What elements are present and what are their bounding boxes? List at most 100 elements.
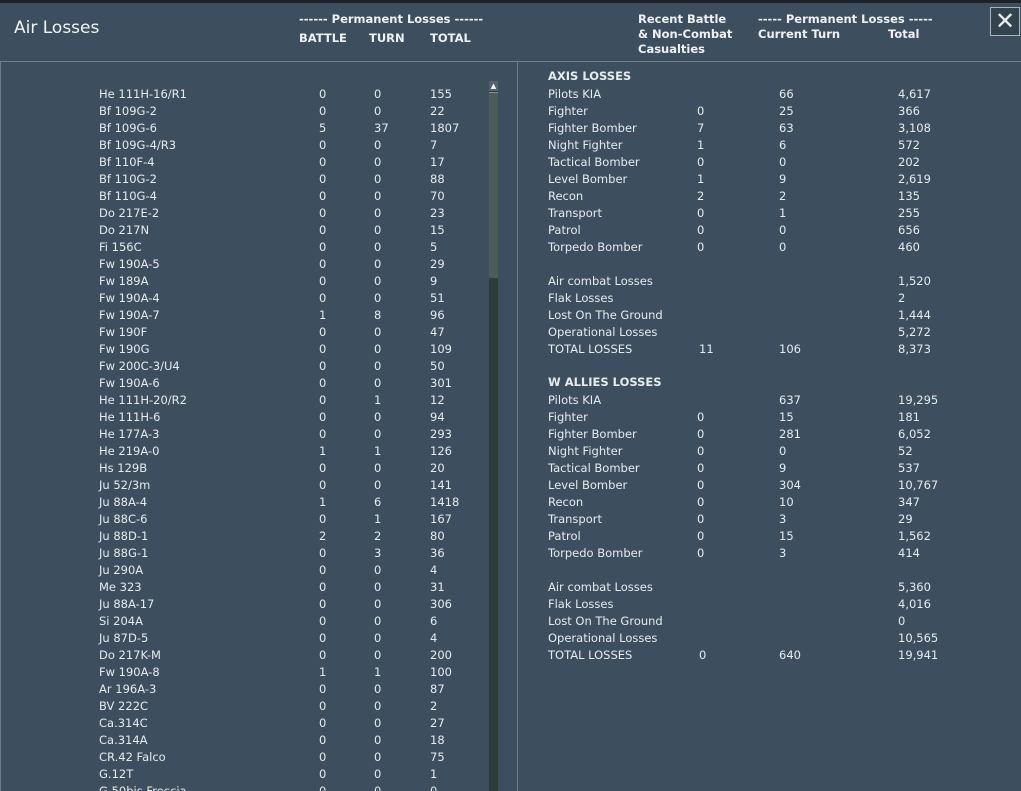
col-c-cell: 255 — [898, 206, 920, 220]
loss-row: Transport 0 1 255 — [518, 206, 1021, 223]
col-c-cell: 51 — [430, 291, 445, 305]
col-c-cell: 4,617 — [898, 87, 931, 101]
col-c-cell: 27 — [430, 716, 445, 730]
name-cell: Lost On The Ground — [548, 308, 663, 322]
col-a-cell: 0 — [319, 189, 327, 203]
name-cell: Fighter Bomber — [548, 121, 637, 135]
col-a-cell: 0 — [699, 648, 707, 662]
col-battle-header: BATTLE — [299, 31, 347, 45]
col-b-cell: 0 — [374, 172, 382, 186]
col-c-cell: 347 — [898, 495, 920, 509]
aircraft-row: Bf 110F-4 0 0 17 — [1, 155, 517, 172]
aircraft-row: Fw 189A 0 0 9 — [1, 274, 517, 291]
name-cell: Do 217K-M — [99, 648, 161, 662]
col-b-cell: 0 — [374, 750, 382, 764]
col-b-cell: 63 — [779, 121, 794, 135]
col-c-cell: 31 — [430, 580, 445, 594]
summary-row: Air combat Losses 5,360 — [518, 580, 1021, 597]
scroll-up-arrow-icon[interactable]: ▲ — [489, 81, 498, 91]
name-cell: He 219A-0 — [99, 444, 160, 458]
name-cell: Level Bomber — [548, 172, 628, 186]
aircraft-row: Fw 190A-6 0 0 301 — [1, 376, 517, 393]
aircraft-row: Bf 110G-4 0 0 70 — [1, 189, 517, 206]
col-a-cell: 0 — [319, 172, 327, 186]
scrollbar[interactable]: ▲ — [489, 81, 498, 791]
col-b-cell: 3 — [779, 546, 787, 560]
losses-summary: AXIS LOSSES Pilots KIA 66 4,617 Fighter 0 25 36… — [518, 62, 1021, 791]
col-c-cell: 6 — [430, 614, 438, 628]
col-b-cell: 0 — [374, 138, 382, 152]
col-b-cell: 25 — [779, 104, 794, 118]
col-b-cell: 10 — [779, 495, 794, 509]
name-cell: Si 204A — [99, 614, 143, 628]
col-a-cell: 0 — [319, 257, 327, 271]
name-cell: Night Fighter — [548, 138, 623, 152]
col-c-cell: 2,619 — [898, 172, 931, 186]
col-c-cell: 181 — [898, 410, 920, 424]
col-b-cell: 3 — [779, 512, 787, 526]
col-c-cell: 100 — [430, 665, 452, 679]
col-c-cell: 1807 — [430, 121, 460, 135]
summary-row: Air combat Losses 1,520 — [518, 274, 1021, 291]
name-cell: Level Bomber — [548, 478, 628, 492]
col-b-cell: 0 — [374, 461, 382, 475]
col-b-cell: 1 — [779, 206, 787, 220]
name-cell: Tactical Bomber — [548, 155, 640, 169]
col-b-cell: 3 — [374, 546, 382, 560]
col-c-cell: 20 — [430, 461, 445, 475]
col-b-cell: 1 — [374, 393, 382, 407]
col-c-cell: 366 — [898, 104, 920, 118]
aircraft-row: Do 217E-2 0 0 23 — [1, 206, 517, 223]
section-title: W ALLIES LOSSES — [548, 375, 662, 389]
aircraft-row: Fi 156C 0 0 5 — [1, 240, 517, 257]
current-turn-header: Current Turn — [758, 27, 841, 41]
col-b-cell: 37 — [374, 121, 389, 135]
panel-divider — [517, 62, 518, 791]
col-b-cell: 0 — [779, 240, 787, 254]
loss-row: Tactical Bomber 0 9 537 — [518, 461, 1021, 478]
scroll-thumb[interactable] — [489, 92, 498, 278]
col-a-cell: 0 — [319, 563, 327, 577]
name-cell: Tactical Bomber — [548, 461, 640, 475]
col-a-cell: 0 — [319, 597, 327, 611]
col-b-cell: 0 — [374, 410, 382, 424]
col-c-cell: 96 — [430, 308, 445, 322]
col-a-cell: 0 — [319, 206, 327, 220]
col-a-cell: 0 — [319, 342, 327, 356]
name-cell: Patrol — [548, 529, 581, 543]
col-b-cell: 0 — [374, 699, 382, 713]
col-c-cell: 80 — [430, 529, 445, 543]
col-b-cell: 0 — [374, 291, 382, 305]
name-cell: Fighter — [548, 104, 588, 118]
col-a-cell: 0 — [319, 274, 327, 288]
col-c-cell: 200 — [430, 648, 452, 662]
col-a-cell: 1 — [319, 665, 327, 679]
col-a-cell: 0 — [697, 206, 705, 220]
col-c-cell: 0 — [430, 784, 438, 791]
col-b-cell: 0 — [374, 376, 382, 390]
col-c-cell: 19,295 — [898, 393, 939, 407]
col-b-cell: 0 — [374, 104, 382, 118]
col-a-cell: 0 — [697, 427, 705, 441]
name-cell: Operational Losses — [548, 631, 658, 645]
col-a-cell: 0 — [319, 767, 327, 781]
name-cell: Pilots KIA — [548, 87, 602, 101]
name-cell: CR.42 Falco — [99, 750, 166, 764]
loss-row: Torpedo Bomber 0 0 460 — [518, 240, 1021, 257]
col-b-cell: 9 — [779, 461, 787, 475]
loss-row: Recon 2 2 135 — [518, 189, 1021, 206]
name-cell: TOTAL LOSSES — [548, 342, 633, 356]
col-c-cell: 6,052 — [898, 427, 931, 441]
col-b-cell: 637 — [779, 393, 801, 407]
col-b-cell: 0 — [374, 614, 382, 628]
col-b-cell: 0 — [374, 580, 382, 594]
col-c-cell: 5 — [430, 240, 438, 254]
name-cell: Lost On The Ground — [548, 614, 663, 628]
col-c-cell: 2 — [898, 291, 906, 305]
col-b-cell: 0 — [374, 767, 382, 781]
col-c-cell: 656 — [898, 223, 920, 237]
aircraft-row: He 219A-0 1 1 126 — [1, 444, 517, 461]
col-a-cell: 0 — [697, 410, 705, 424]
name-cell: Fw 190G — [99, 342, 150, 356]
close-button[interactable]: ✕ — [990, 7, 1020, 36]
